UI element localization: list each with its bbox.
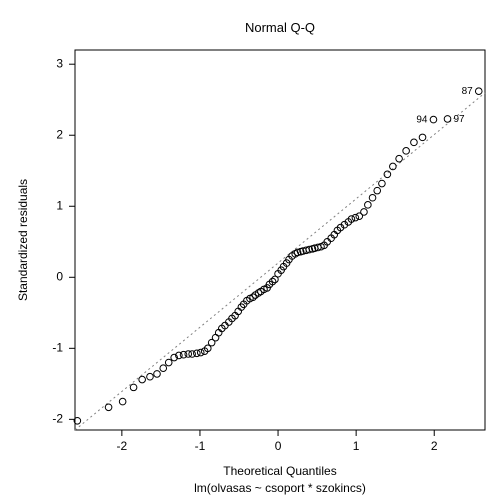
qq-point xyxy=(384,171,391,178)
point-label: 94 xyxy=(416,115,428,126)
y-tick-label: 2 xyxy=(56,127,63,141)
point-label: 87 xyxy=(462,86,474,97)
plot-border xyxy=(75,50,485,430)
x-tick-label: -2 xyxy=(117,439,128,453)
qq-point xyxy=(165,359,172,366)
x-tick-label: 1 xyxy=(353,439,360,453)
y-tick-label: 0 xyxy=(56,269,63,283)
qq-point xyxy=(365,202,372,209)
qq-point xyxy=(139,376,146,383)
qq-point xyxy=(147,373,154,380)
qq-point xyxy=(444,116,451,123)
x-axis-label: Theoretical Quantiles xyxy=(223,464,336,478)
qq-point xyxy=(403,148,410,155)
qq-plot: -2 -1 0 1 2 -2 -1 0 1 2 3 87 97 94 Normal Q-Q Theoretic… xyxy=(0,0,504,504)
qq-point xyxy=(379,180,386,187)
point-label: 97 xyxy=(454,114,466,125)
qq-point xyxy=(130,384,137,391)
y-axis-label: Standardized residuals xyxy=(16,179,30,301)
points-group xyxy=(74,88,482,424)
qq-point xyxy=(352,214,359,221)
qq-point xyxy=(369,194,376,201)
x-tick-label: 0 xyxy=(275,439,282,453)
qq-point xyxy=(105,404,112,411)
qq-point xyxy=(361,209,368,216)
qq-point xyxy=(396,155,403,162)
y-tick-label: 1 xyxy=(56,198,63,212)
qq-point xyxy=(119,398,126,405)
qq-point xyxy=(197,349,204,356)
qq-point xyxy=(154,371,161,378)
qq-point xyxy=(475,88,482,95)
y-tick-label: -2 xyxy=(52,412,63,426)
qq-reference-line xyxy=(75,93,485,430)
qq-point xyxy=(411,139,418,146)
qq-point xyxy=(374,187,381,194)
qq-point xyxy=(160,365,167,372)
qq-point xyxy=(430,116,437,123)
qq-point xyxy=(419,134,426,141)
y-tick-label: 3 xyxy=(56,56,63,70)
x-tick-label: 2 xyxy=(431,439,438,453)
sub-caption: lm(olvasas ~ csoport * szokincs) xyxy=(194,481,366,495)
qq-point xyxy=(212,334,219,341)
y-tick-label: -1 xyxy=(52,340,63,354)
x-tick-label: -1 xyxy=(195,439,206,453)
chart-title: Normal Q-Q xyxy=(245,20,315,35)
